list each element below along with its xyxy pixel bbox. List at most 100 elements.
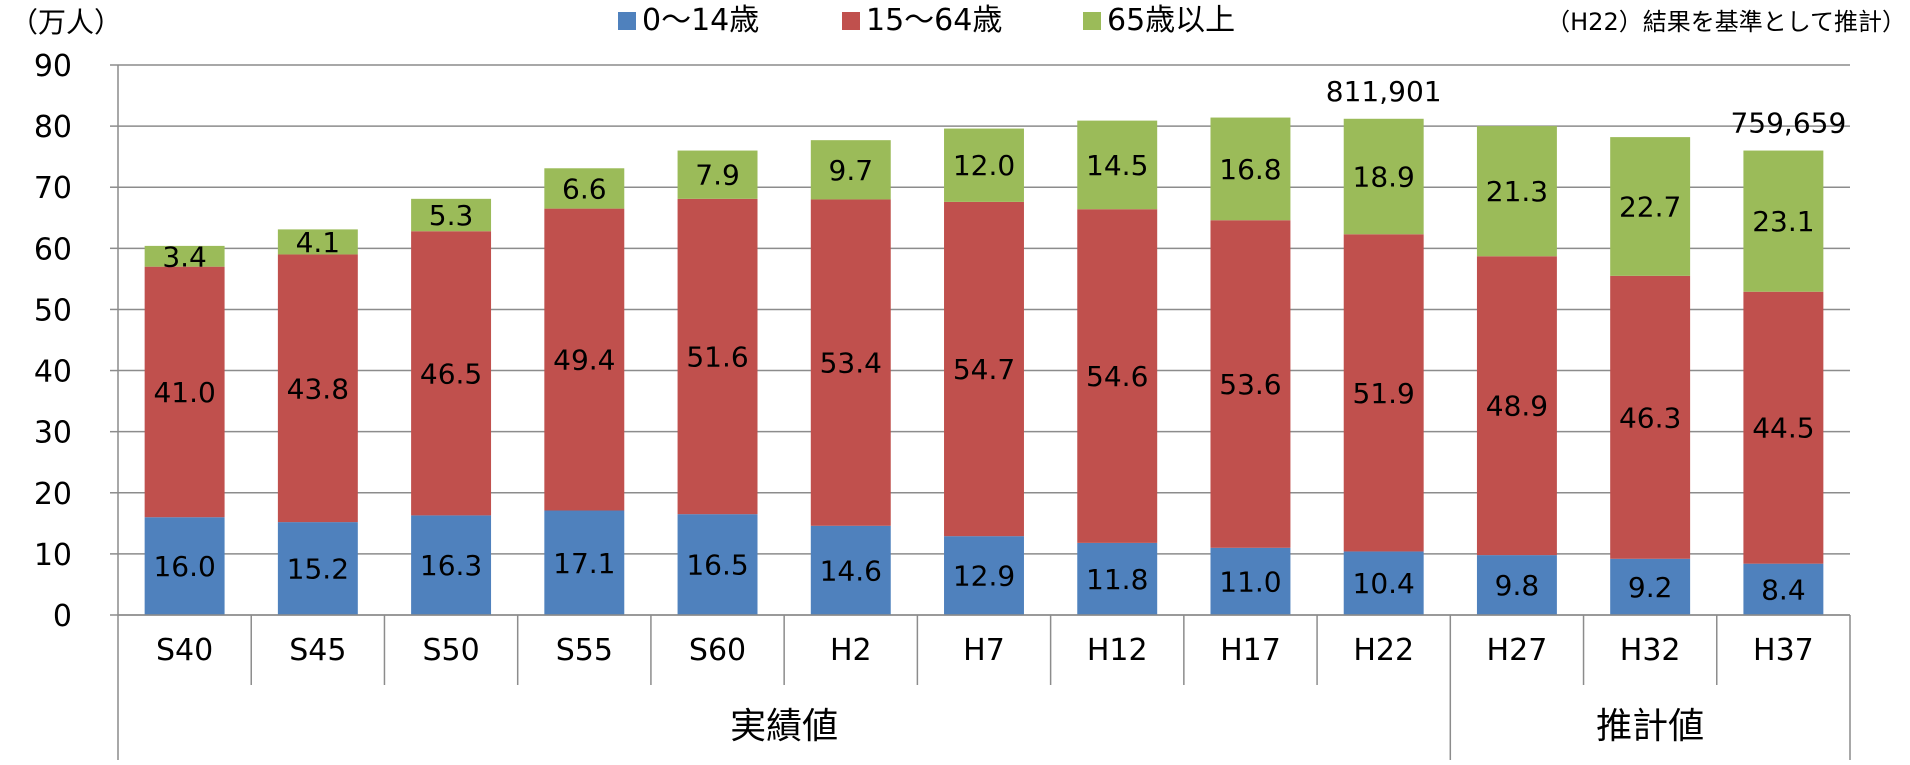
- bar-segment: [1077, 209, 1158, 543]
- x-tick-label: S45: [289, 633, 346, 668]
- data-label: 9.2: [1628, 571, 1673, 604]
- data-label: 7.9: [695, 159, 740, 192]
- y-tick-label: 70: [34, 171, 72, 206]
- y-tick-label: 40: [34, 355, 72, 390]
- data-label: 11.8: [1086, 563, 1148, 596]
- data-label: 16.8: [1219, 153, 1281, 186]
- x-tick-label: H37: [1753, 633, 1814, 668]
- legend-label: 65歳以上: [1107, 3, 1235, 38]
- bar-segment: [1210, 117, 1291, 221]
- bar-segment: [1077, 120, 1158, 210]
- legend: 0〜14歳 15〜64歳 65歳以上: [618, 3, 1235, 38]
- y-unit-label: （万人）: [10, 6, 122, 39]
- data-label: 12.0: [953, 149, 1015, 182]
- bar-segment: [544, 168, 625, 209]
- y-tick-label: 90: [34, 49, 72, 84]
- legend-swatch: [618, 12, 636, 30]
- bar-segment: [144, 517, 225, 615]
- bar-segment: [277, 254, 358, 523]
- data-label: 6.6: [562, 172, 607, 205]
- x-tick-label: H7: [963, 633, 1005, 668]
- bar-segment: [1210, 547, 1291, 615]
- bar-segment: [411, 515, 492, 615]
- bar-segment: [810, 525, 891, 615]
- data-label: 5.3: [429, 199, 474, 232]
- data-label: 46.3: [1619, 401, 1681, 434]
- data-label: 16.5: [686, 549, 748, 582]
- bar-segment: [144, 245, 225, 267]
- bar-segment: [1476, 256, 1557, 556]
- data-label: 54.7: [953, 353, 1015, 386]
- data-label: 15.2: [287, 553, 349, 586]
- bar-segment: [411, 198, 492, 232]
- bar-segment: [1210, 220, 1291, 548]
- total-annotation: 811,901: [1326, 75, 1442, 108]
- bar-segment: [677, 150, 758, 199]
- data-label: 11.0: [1219, 565, 1281, 598]
- bar-segment: [277, 522, 358, 615]
- y-tick-label: 30: [34, 416, 72, 451]
- x-tick-label: S40: [156, 633, 213, 668]
- y-tick-label: 60: [34, 232, 72, 267]
- bar-segment: [944, 201, 1024, 537]
- data-label: 16.0: [153, 550, 215, 583]
- bar-segment: [1610, 558, 1691, 615]
- data-label: 46.5: [420, 357, 482, 390]
- data-label: 12.9: [953, 560, 1015, 593]
- bar-segment: [810, 140, 891, 200]
- x-group-label: 実績値: [730, 706, 838, 747]
- data-label: 8.4: [1761, 573, 1806, 606]
- data-label: 14.6: [820, 554, 882, 587]
- data-label: 14.5: [1086, 149, 1148, 182]
- bar-segment: [810, 199, 891, 526]
- total-annotation: 759,659: [1730, 107, 1846, 140]
- data-label: 9.8: [1495, 569, 1540, 602]
- x-tick-label: S50: [422, 633, 479, 668]
- legend-label: 0〜14歳: [642, 3, 759, 38]
- data-label: 48.9: [1486, 390, 1548, 423]
- legend-label: 15〜64歳: [866, 3, 1002, 38]
- bar-segment: [544, 208, 625, 511]
- legend-swatch: [842, 12, 860, 30]
- note-text: （H22）結果を基準として推計）: [1546, 8, 1906, 36]
- x-tick-label: H12: [1087, 633, 1148, 668]
- x-tick-label: H2: [830, 633, 872, 668]
- bar-segment: [1610, 137, 1691, 276]
- data-label: 3.4: [162, 240, 207, 273]
- data-label: 53.6: [1219, 368, 1281, 401]
- data-label: 22.7: [1619, 190, 1681, 223]
- data-label: 16.3: [420, 549, 482, 582]
- bar-segment: [1077, 542, 1158, 615]
- x-tick-label: S55: [556, 633, 613, 668]
- bar-segment: [944, 536, 1024, 615]
- data-label: 51.6: [686, 341, 748, 374]
- bar-segment: [411, 231, 492, 516]
- bar-segment: [1343, 234, 1424, 552]
- y-tick-label: 0: [53, 599, 72, 634]
- axes: 0 10 20 30 40 50 60 70 80 90 S40 S45 S50 S55 S60 H2 H7 H1…: [34, 49, 1851, 760]
- data-label: 23.1: [1752, 205, 1814, 238]
- legend-swatch: [1083, 12, 1101, 30]
- data-label: 17.1: [553, 547, 615, 580]
- bar-segment: [144, 266, 225, 518]
- bar-segment: [1476, 555, 1557, 615]
- bar-segment: [1743, 563, 1824, 615]
- bar-segment: [1743, 291, 1824, 564]
- x-tick-label: S60: [689, 633, 746, 668]
- y-tick-label: 20: [34, 477, 72, 512]
- data-labels: 16.0 41.0 3.4 15.2 43.8 4.1 16.3 46.5 5.3 17.1 49.…: [153, 75, 1846, 607]
- bar-segment: [677, 514, 758, 615]
- bar-segment: [677, 198, 758, 515]
- data-label: 53.4: [820, 347, 882, 380]
- y-tick-label: 50: [34, 293, 72, 328]
- y-tick-label: 80: [34, 110, 72, 145]
- bar-segment: [1743, 150, 1824, 292]
- data-label: 18.9: [1353, 161, 1415, 194]
- bar-segment: [544, 510, 625, 615]
- data-label: 41.0: [153, 376, 215, 409]
- y-tick-label: 10: [34, 538, 72, 573]
- data-label: 21.3: [1486, 175, 1548, 208]
- x-tick-label: H22: [1353, 633, 1414, 668]
- bar-segment: [1476, 126, 1557, 257]
